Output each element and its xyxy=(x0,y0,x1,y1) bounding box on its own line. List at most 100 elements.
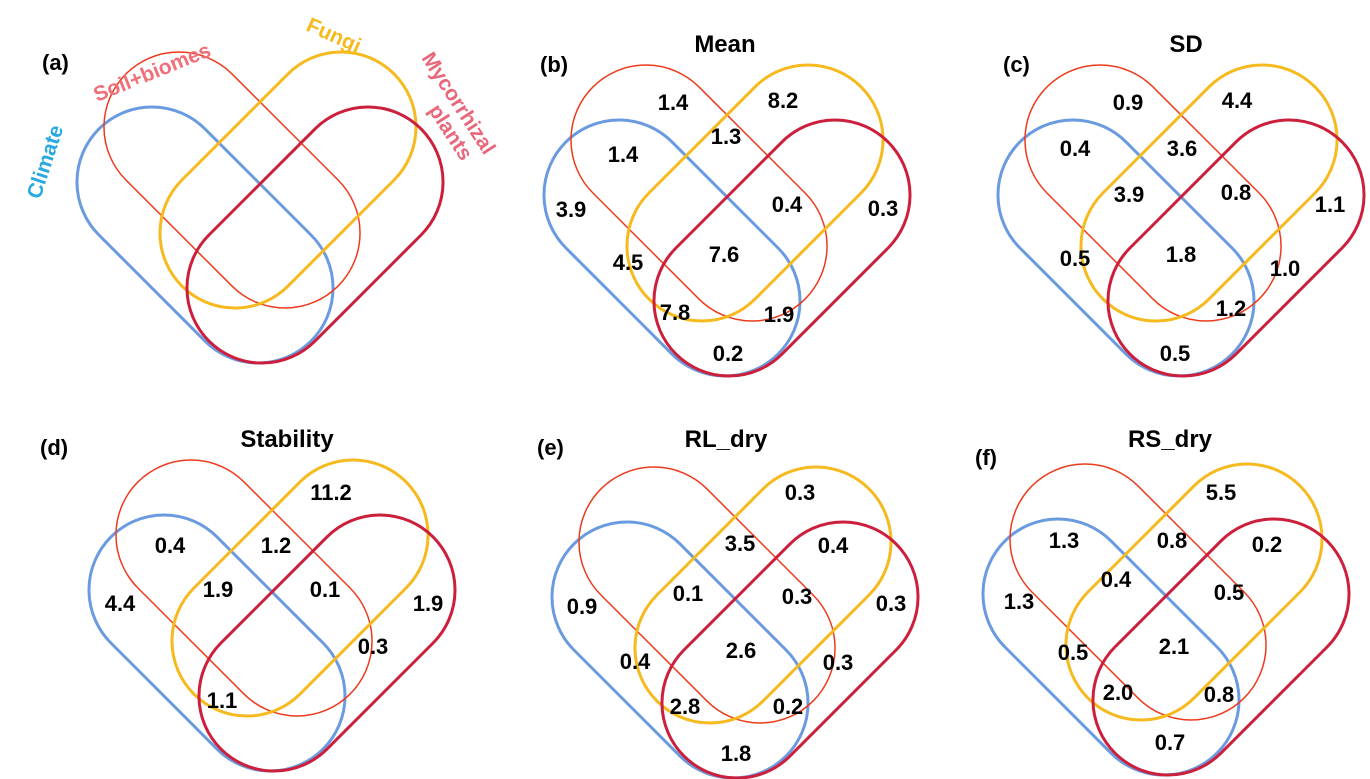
value-label: 1.3 xyxy=(1004,589,1035,614)
mycorrhizal-plants-set xyxy=(197,513,457,773)
mycorrhizal-plants-set xyxy=(652,118,912,378)
panel-f: (f) RS_dry 5.5 1.3 0.8 0.2 0.4 0.5 1.3 0… xyxy=(975,426,1351,777)
panel-b-tag: (b) xyxy=(540,52,568,77)
climate-set xyxy=(996,118,1256,378)
value-label: 0.3 xyxy=(358,634,389,659)
panel-c-tag: (c) xyxy=(1003,52,1030,77)
value-label: 4.4 xyxy=(1222,88,1253,113)
value-label: 1.0 xyxy=(1270,256,1301,281)
value-label: 7.6 xyxy=(709,242,740,267)
value-label: 0.4 xyxy=(1060,136,1091,161)
value-label: 3.6 xyxy=(1167,136,1198,161)
mycorrhizal-plants-set xyxy=(1106,118,1366,378)
panel-a-tag: (a) xyxy=(42,50,69,75)
value-label: 0.3 xyxy=(823,650,854,675)
value-label: 0.4 xyxy=(620,649,651,674)
value-label: 5.5 xyxy=(1206,480,1237,505)
value-label: 0.3 xyxy=(785,480,816,505)
value-label: 0.4 xyxy=(818,533,849,558)
fungi-set xyxy=(170,458,430,718)
value-label: 0.8 xyxy=(1204,682,1235,707)
panel-e-values: 0.3 3.5 0.4 0.9 0.1 0.3 0.3 0.4 2.6 0.3 … xyxy=(567,480,907,766)
value-label: 8.2 xyxy=(768,88,799,113)
value-label: 0.3 xyxy=(782,584,813,609)
venn-diagram-f xyxy=(981,462,1351,777)
panel-c-values: 0.9 4.4 0.4 3.6 3.9 0.8 1.1 0.5 1.8 1.0 … xyxy=(1060,88,1346,366)
soil-biomes-set xyxy=(1009,463,1267,721)
panel-e: (e) RL_dry 0.3 3.5 0.4 0.9 0.1 0.3 0.3 0… xyxy=(537,426,920,779)
panel-b-title: Mean xyxy=(694,31,755,58)
soil-biomes-set xyxy=(115,459,373,717)
panel-d: (d) Stability 11.2 0.4 1.2 1.9 0.1 4.4 1… xyxy=(40,426,457,773)
value-label: 3.9 xyxy=(556,197,587,222)
climate-set xyxy=(542,118,802,378)
fungi-set xyxy=(1079,63,1339,323)
fungi-set xyxy=(158,50,418,310)
value-label: 1.4 xyxy=(658,90,689,115)
value-label: 2.0 xyxy=(1103,680,1134,705)
value-label: 3.5 xyxy=(725,531,756,556)
value-label: 0.1 xyxy=(310,577,341,602)
climate-set xyxy=(981,517,1241,777)
venn-diagram-a xyxy=(75,50,445,365)
value-label: 4.4 xyxy=(105,591,136,616)
panel-d-title: Stability xyxy=(240,426,334,453)
value-label: 1.8 xyxy=(1166,242,1197,267)
value-label: 0.9 xyxy=(1113,90,1144,115)
mycorrhizal-plants-set xyxy=(660,520,920,779)
value-label: 0.7 xyxy=(1155,730,1186,755)
value-label: 1.9 xyxy=(764,302,795,327)
value-label: 0.8 xyxy=(1221,180,1252,205)
venn-diagram-c xyxy=(996,63,1366,378)
value-label: 1.4 xyxy=(608,142,639,167)
value-label: 1.3 xyxy=(1049,528,1080,553)
soil-biomes-set xyxy=(570,64,828,322)
value-label: 1.3 xyxy=(711,124,742,149)
value-label: 1.2 xyxy=(261,533,292,558)
value-label: 1.9 xyxy=(413,591,444,616)
legend-climate: Climate xyxy=(23,122,68,201)
value-label: 0.9 xyxy=(567,594,598,619)
value-label: 1.1 xyxy=(207,688,238,713)
soil-biomes-set xyxy=(1024,64,1282,322)
soil-biomes-set xyxy=(578,466,836,724)
value-label: 0.1 xyxy=(673,581,704,606)
value-label: 11.2 xyxy=(310,480,352,505)
panel-c: (c) SD 0.9 4.4 0.4 3.6 3.9 0.8 1.1 0.5 1… xyxy=(996,31,1366,378)
value-label: 1.1 xyxy=(1315,192,1346,217)
value-label: 0.2 xyxy=(1252,532,1283,557)
value-label: 0.2 xyxy=(713,341,744,366)
value-label: 0.4 xyxy=(772,192,803,217)
fungi-set xyxy=(625,63,885,323)
value-label: 3.9 xyxy=(1114,182,1145,207)
panel-b: (b) Mean 1.4 8.2 1.4 1.3 3.9 0.4 0.3 4.5… xyxy=(540,31,912,378)
panel-f-tag: (f) xyxy=(975,445,997,470)
panel-d-tag: (d) xyxy=(40,435,68,460)
venn-diagram-d xyxy=(87,458,457,773)
mycorrhizal-plants-set xyxy=(185,105,445,365)
value-label: 2.8 xyxy=(670,694,701,719)
value-label: 1.9 xyxy=(203,577,234,602)
value-label: 0.5 xyxy=(1058,640,1089,665)
panel-e-tag: (e) xyxy=(537,435,564,460)
climate-set xyxy=(550,520,810,779)
climate-set xyxy=(75,105,335,365)
soil-biomes-set xyxy=(103,51,361,309)
value-label: 2.6 xyxy=(726,638,757,663)
value-label: 0.8 xyxy=(1157,528,1188,553)
value-label: 4.5 xyxy=(613,250,644,275)
climate-set xyxy=(87,513,347,773)
value-label: 2.1 xyxy=(1159,634,1190,659)
panel-b-values: 1.4 8.2 1.4 1.3 3.9 0.4 0.3 4.5 7.6 7.8 … xyxy=(556,88,899,366)
value-label: 0.5 xyxy=(1214,580,1245,605)
value-label: 0.4 xyxy=(155,533,186,558)
panel-a: (a) Climate Soil+biomes Fungi Mycorrhiza… xyxy=(23,14,500,365)
value-label: 0.2 xyxy=(773,694,804,719)
value-label: 0.4 xyxy=(1101,567,1132,592)
mycorrhizal-plants-set xyxy=(1091,517,1351,777)
fungi-set xyxy=(633,465,893,725)
venn-diagram-e xyxy=(550,465,920,779)
panel-f-values: 5.5 1.3 0.8 0.2 0.4 0.5 1.3 0.5 2.1 2.0 … xyxy=(1004,480,1283,755)
legend-soil-biomes: Soil+biomes xyxy=(90,39,214,107)
